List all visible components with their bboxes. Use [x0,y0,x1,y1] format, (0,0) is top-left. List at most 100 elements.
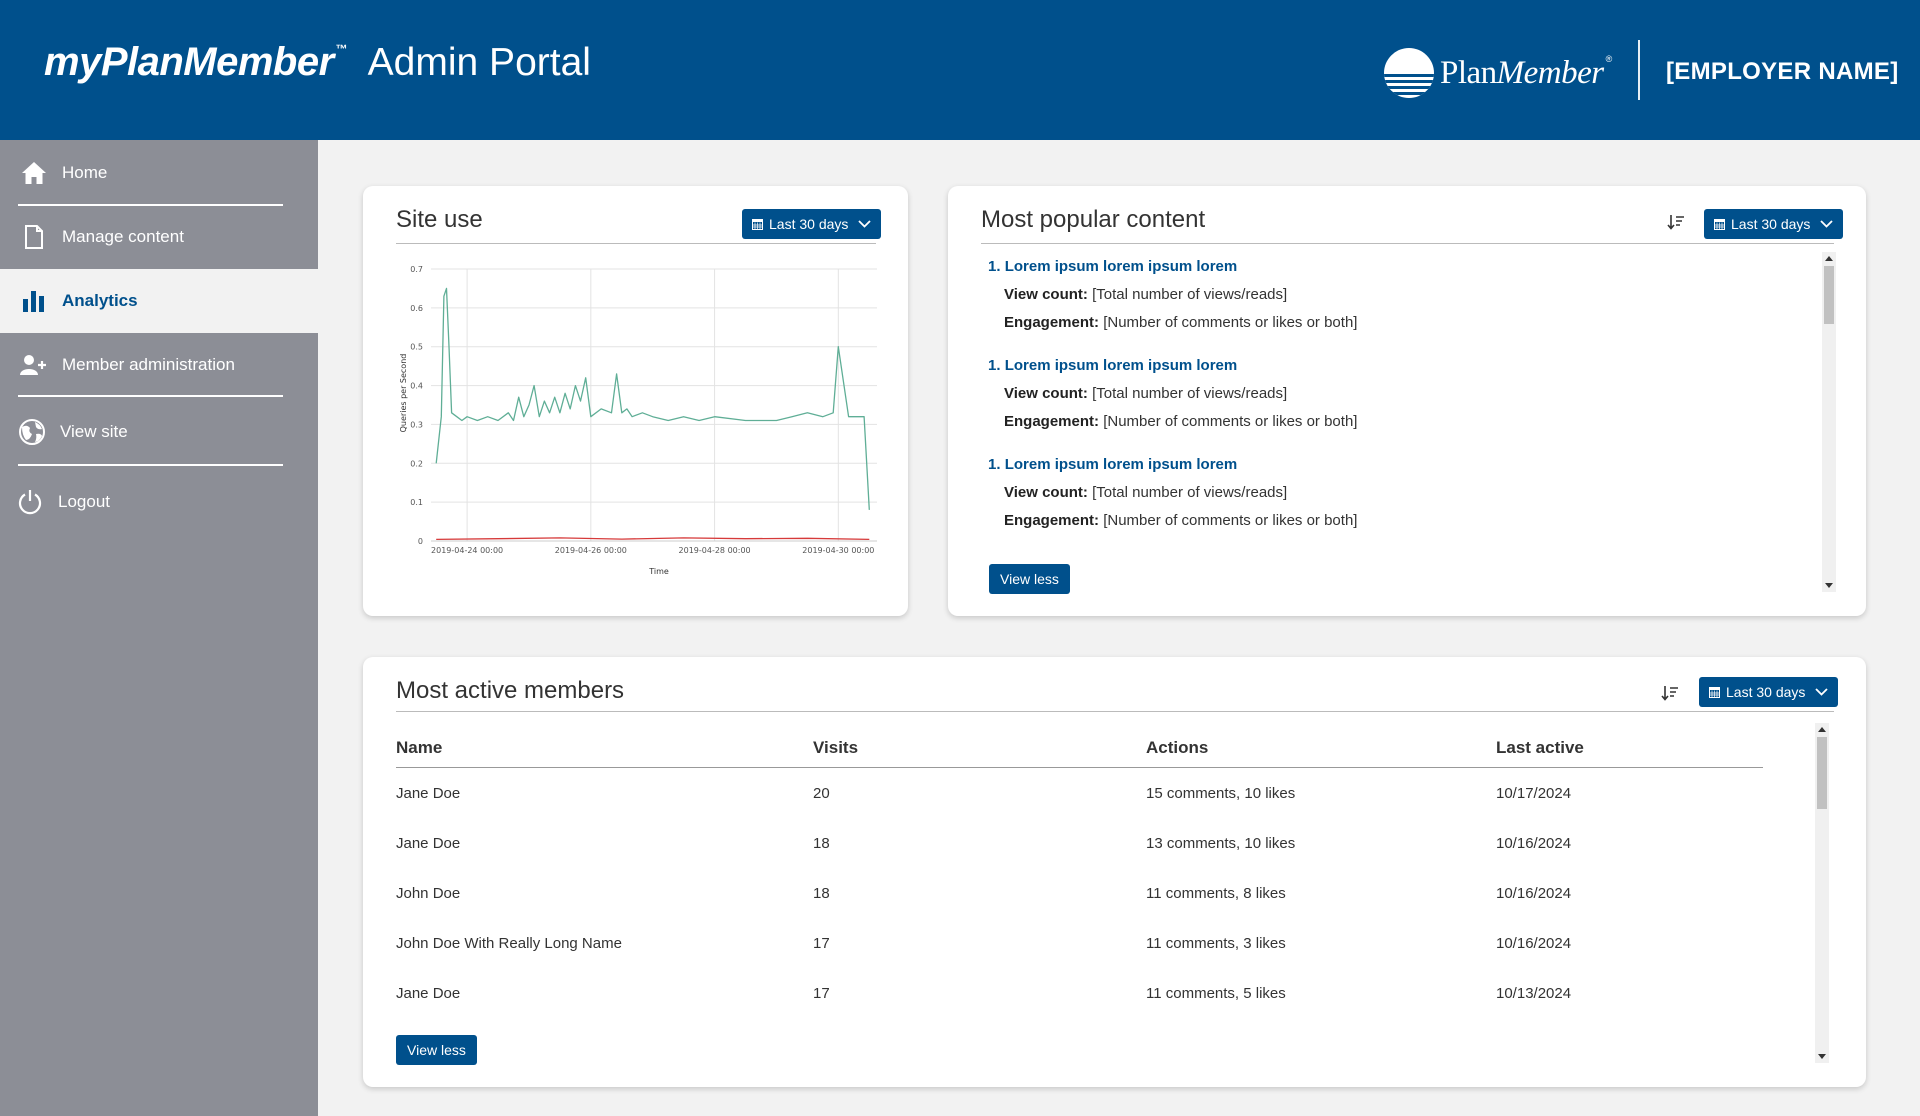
date-range-label: Last 30 days [769,216,849,232]
sort-icon[interactable] [1658,681,1682,705]
scroll-down-icon[interactable] [1825,583,1833,588]
sidebar-divider [18,204,283,206]
x-tick-label: 2019-04-24 00:00 [431,546,503,555]
date-range-label: Last 30 days [1726,684,1806,700]
view-less-button[interactable]: View less [989,564,1070,594]
member-actions: 13 comments, 10 likes [1146,835,1296,852]
card-title: Most active members [396,677,625,704]
active-members-card: Most active members Last 30 days Name Vi… [363,657,1866,1087]
sidebar-item-label: View site [60,422,128,441]
calendar-icon [752,218,763,230]
sidebar-divider [18,395,283,397]
y-tick-label: 0 [418,537,423,546]
y-tick-label: 0.4 [410,382,423,391]
date-range-dropdown[interactable]: Last 30 days [742,209,882,239]
popular-item: 1. Lorem ipsum lorem ipsum lorem View co… [988,456,1357,529]
x-tick-label: 2019-04-30 00:00 [802,546,874,555]
member-actions: 11 comments, 3 likes [1146,935,1286,952]
sidebar-divider [18,464,283,466]
popular-item-title[interactable]: 1. Lorem ipsum lorem ipsum lorem [988,456,1238,473]
sidebar-item-label: Analytics [62,291,138,310]
calendar-icon [1709,686,1720,698]
logo-text: PlanMember [1440,54,1604,91]
user-plus-icon [20,351,48,379]
date-range-dropdown[interactable]: Last 30 days [1699,677,1839,707]
scrollbar-thumb[interactable] [1824,266,1834,324]
chevron-down-icon [1820,220,1834,228]
header-divider [1638,40,1640,100]
member-visits: 20 [813,785,830,802]
date-range-dropdown[interactable]: Last 30 days [1704,209,1844,239]
sidebar-item-view-site[interactable]: View site [0,402,318,462]
engagement: Engagement: [Number of comments or likes… [1004,413,1358,430]
view-count: View count: [Total number of views/reads… [1004,385,1288,402]
sidebar-item-label: Manage content [62,227,184,246]
card-title: Site use [396,206,483,233]
sidebar-item-label: Member administration [62,355,235,374]
column-header-last-active[interactable]: Last active [1496,738,1584,757]
member-actions: 11 comments, 8 likes [1146,885,1286,902]
sidebar-item-label: Home [62,163,108,182]
y-axis-label: Queries per Second [399,354,408,433]
view-less-button[interactable]: View less [396,1035,477,1065]
column-header-actions[interactable]: Actions [1146,738,1209,757]
scroll-up-icon[interactable] [1825,256,1833,261]
home-icon [20,159,48,187]
date-range-label: Last 30 days [1731,216,1811,232]
card-divider [981,243,1834,244]
scrollbar-thumb[interactable] [1817,737,1827,809]
scrollbar[interactable] [1822,252,1836,592]
scroll-up-icon[interactable] [1818,727,1826,732]
employer-name: [EMPLOYER NAME] [1666,58,1899,85]
table-header-divider [396,767,1763,768]
calendar-icon [1714,218,1725,230]
sidebar-item-label: Logout [58,492,110,511]
globe-icon [18,418,46,446]
series-line-1 [436,537,870,541]
chevron-down-icon [1815,688,1829,696]
scroll-down-icon[interactable] [1818,1054,1826,1059]
popular-item-title[interactable]: 1. Lorem ipsum lorem ipsum lorem [988,357,1238,374]
scrollbar[interactable] [1815,723,1829,1063]
planmember-logo: PlanMember ® [1384,48,1612,98]
member-name: Jane Doe [396,835,461,852]
popular-content-card: Most popular content Last 30 days 1. Lor… [948,186,1866,616]
sidebar-item-member-administration[interactable]: Member administration [0,340,318,390]
member-last-active: 10/16/2024 [1496,935,1572,952]
member-visits: 17 [813,935,830,952]
engagement: Engagement: [Number of comments or likes… [1004,512,1358,529]
power-icon [16,488,44,516]
y-tick-label: 0.3 [410,420,423,429]
y-tick-label: 0.2 [410,459,423,468]
column-header-visits[interactable]: Visits [813,738,859,757]
sort-icon[interactable] [1664,210,1688,234]
member-visits: 17 [813,985,830,1002]
brand[interactable]: myPlanMember ™ Admin Portal [44,40,591,85]
sidebar: Home Manage content Analytics Member adm… [0,140,318,1116]
sidebar-item-analytics[interactable]: Analytics [0,269,318,333]
member-name: Jane Doe [396,985,461,1002]
member-last-active: 10/16/2024 [1496,835,1572,852]
popular-item-title[interactable]: 1. Lorem ipsum lorem ipsum lorem [988,258,1238,275]
globe-logo-icon [1384,48,1434,98]
sidebar-item-logout[interactable]: Logout [0,474,318,530]
popular-item: 1. Lorem ipsum lorem ipsum lorem View co… [988,258,1357,331]
x-tick-label: 2019-04-28 00:00 [679,546,751,555]
member-actions: 11 comments, 5 likes [1146,985,1286,1002]
card-title: Most popular content [981,206,1206,233]
engagement: Engagement: [Number of comments or likes… [1004,314,1358,331]
y-tick-label: 0.6 [410,304,423,313]
sidebar-item-home[interactable]: Home [0,148,318,198]
column-header-name[interactable]: Name [396,738,443,757]
member-name: Jane Doe [396,785,461,802]
view-count: View count: [Total number of views/reads… [1004,286,1288,303]
member-last-active: 10/16/2024 [1496,885,1572,902]
x-tick-label: 2019-04-26 00:00 [555,546,627,555]
chevron-down-icon [858,220,872,228]
member-last-active: 10/17/2024 [1496,785,1572,802]
popular-item: 1. Lorem ipsum lorem ipsum lorem View co… [988,357,1357,430]
portal-title: Admin Portal [367,41,591,84]
top-header: myPlanMember ™ Admin Portal PlanMember ®… [0,0,1920,140]
y-tick-label: 0.1 [410,498,423,507]
sidebar-item-manage-content[interactable]: Manage content [0,212,318,262]
